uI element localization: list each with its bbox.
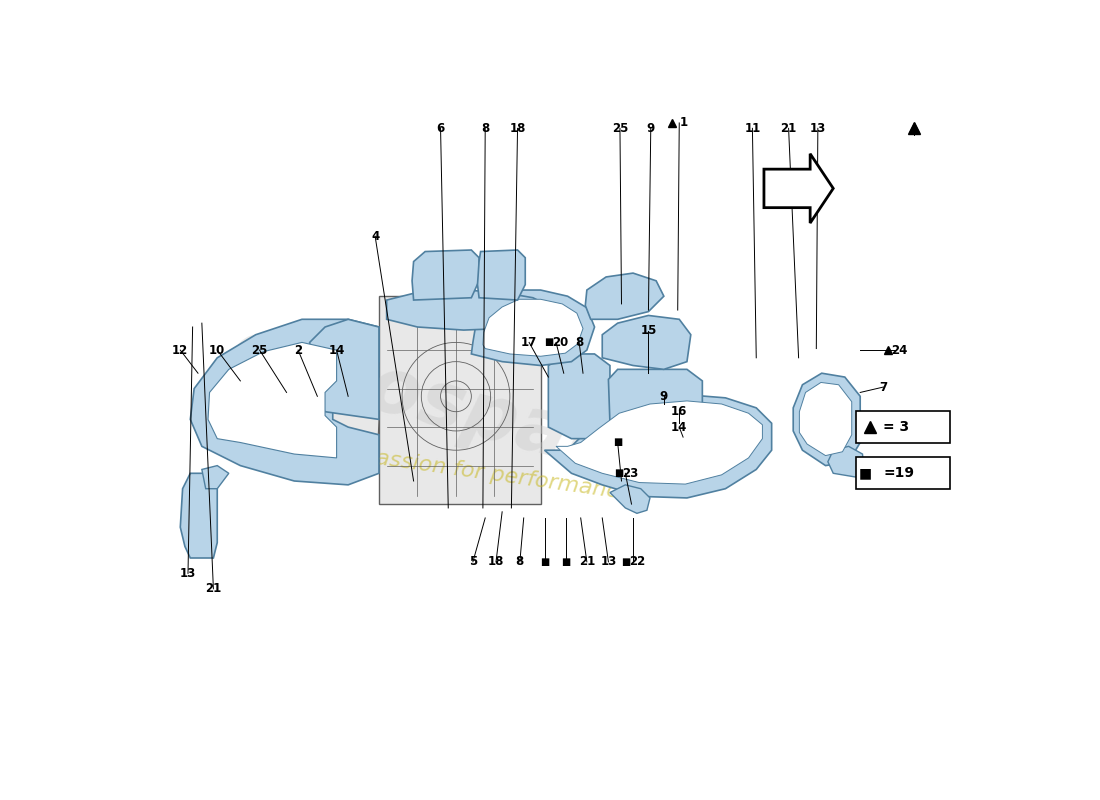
Text: 13: 13: [180, 567, 196, 580]
Text: ■: ■: [561, 557, 571, 567]
Text: 21: 21: [781, 122, 796, 135]
Text: 9: 9: [647, 122, 654, 135]
Polygon shape: [472, 290, 594, 366]
Polygon shape: [483, 299, 583, 356]
Text: 1: 1: [680, 117, 688, 130]
Text: ■: ■: [613, 438, 623, 447]
Polygon shape: [321, 373, 378, 458]
Polygon shape: [202, 466, 229, 489]
Text: 14: 14: [671, 421, 688, 434]
Text: 12: 12: [173, 344, 188, 357]
Text: 21: 21: [206, 582, 221, 595]
Text: 10: 10: [209, 344, 226, 357]
Polygon shape: [190, 319, 378, 485]
Polygon shape: [608, 370, 703, 427]
Text: 13: 13: [601, 555, 616, 568]
Text: 16: 16: [671, 405, 688, 418]
Polygon shape: [544, 394, 772, 498]
Polygon shape: [793, 373, 860, 466]
Text: ■: ■: [540, 557, 549, 567]
Polygon shape: [828, 446, 865, 477]
Text: 24: 24: [891, 344, 908, 357]
Text: 2: 2: [294, 344, 302, 357]
Polygon shape: [609, 485, 650, 514]
Text: 25: 25: [612, 122, 628, 135]
FancyBboxPatch shape: [856, 457, 949, 490]
Polygon shape: [585, 273, 664, 319]
Text: 20: 20: [552, 336, 569, 349]
Text: = 3: = 3: [883, 420, 910, 434]
Text: 6: 6: [437, 122, 444, 135]
Text: 5: 5: [469, 555, 477, 568]
Text: 25: 25: [252, 344, 267, 357]
Text: 15: 15: [640, 324, 657, 338]
Polygon shape: [310, 319, 378, 419]
Text: 17: 17: [521, 336, 537, 349]
Text: 23: 23: [621, 467, 638, 480]
Polygon shape: [800, 382, 851, 455]
Text: 8: 8: [516, 555, 524, 568]
Polygon shape: [763, 154, 834, 223]
Polygon shape: [603, 315, 691, 370]
Text: ■: ■: [859, 466, 872, 480]
Polygon shape: [556, 401, 762, 484]
Polygon shape: [477, 250, 526, 300]
Text: 14: 14: [329, 344, 344, 357]
Text: =19: =19: [883, 466, 914, 480]
Polygon shape: [412, 250, 480, 300]
Text: ■: ■: [614, 468, 623, 478]
Polygon shape: [180, 474, 218, 558]
Text: 18: 18: [509, 122, 526, 135]
Polygon shape: [387, 290, 548, 330]
Text: 18: 18: [487, 555, 504, 568]
Text: 9: 9: [660, 390, 668, 403]
Text: 22: 22: [629, 555, 646, 568]
Text: eurospares: eurospares: [221, 314, 706, 510]
FancyBboxPatch shape: [856, 411, 949, 443]
Text: 8: 8: [575, 336, 583, 349]
Text: 21: 21: [579, 555, 595, 568]
Text: 7: 7: [879, 381, 888, 394]
Polygon shape: [208, 342, 337, 458]
Text: ■: ■: [621, 557, 630, 567]
Polygon shape: [378, 296, 541, 504]
Text: 11: 11: [745, 122, 760, 135]
Text: 4: 4: [371, 230, 380, 242]
Text: 8: 8: [481, 122, 490, 135]
Polygon shape: [548, 354, 609, 438]
Text: ■: ■: [544, 338, 553, 347]
Text: 13: 13: [810, 122, 826, 135]
Text: a passion for performance: a passion for performance: [340, 443, 634, 504]
